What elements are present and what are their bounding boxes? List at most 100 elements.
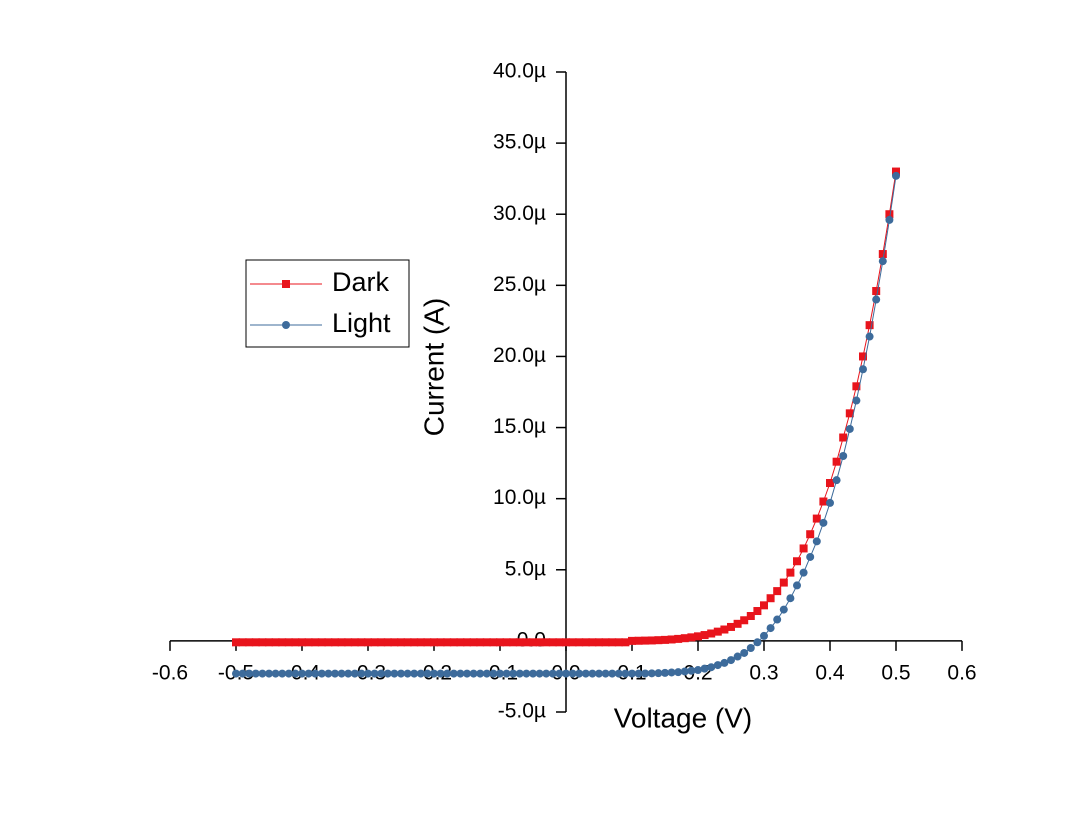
marker	[258, 638, 267, 647]
marker	[449, 638, 458, 647]
marker	[878, 250, 887, 259]
marker	[390, 669, 399, 678]
marker	[773, 615, 782, 624]
marker	[832, 476, 841, 485]
marker	[430, 669, 438, 678]
marker	[707, 663, 716, 672]
marker	[548, 638, 557, 647]
marker	[476, 669, 485, 678]
legend-marker	[282, 280, 290, 288]
marker	[410, 638, 419, 647]
marker	[278, 669, 287, 678]
marker	[555, 638, 564, 647]
marker	[839, 452, 848, 460]
marker	[291, 638, 300, 647]
marker	[766, 594, 775, 603]
marker	[258, 669, 267, 678]
x-axis-label: Voltage (V)	[614, 702, 753, 733]
marker	[271, 669, 280, 678]
marker	[845, 409, 854, 418]
marker	[680, 667, 689, 676]
marker	[436, 669, 445, 678]
marker	[482, 638, 491, 647]
marker	[496, 669, 504, 678]
marker	[634, 669, 643, 678]
marker	[621, 669, 630, 678]
marker	[535, 638, 544, 647]
marker	[298, 669, 306, 678]
marker	[350, 669, 359, 678]
marker	[271, 638, 280, 647]
x-tick-label: 0.3	[749, 661, 778, 684]
marker	[350, 638, 359, 647]
marker	[892, 171, 900, 180]
y-tick-label: 10.0µ	[493, 486, 546, 509]
marker	[489, 669, 498, 678]
marker	[595, 638, 603, 647]
marker	[865, 332, 874, 341]
marker	[753, 607, 762, 616]
marker	[324, 638, 333, 647]
marker	[694, 632, 702, 641]
marker	[344, 638, 353, 647]
marker	[845, 424, 854, 433]
marker	[522, 638, 531, 647]
marker	[575, 669, 584, 678]
marker	[443, 638, 452, 647]
legend-label: Dark	[332, 267, 390, 297]
y-axis-label: Current (A)	[418, 298, 449, 436]
marker	[284, 669, 293, 678]
marker	[654, 669, 663, 678]
x-tick-label: 0.6	[947, 661, 976, 684]
marker	[608, 669, 617, 678]
marker	[812, 514, 821, 523]
marker	[489, 638, 498, 647]
marker	[403, 669, 412, 678]
marker	[548, 669, 557, 678]
marker	[872, 295, 881, 304]
marker	[713, 661, 722, 670]
marker	[641, 636, 650, 645]
y-tick-label: 35.0µ	[493, 131, 546, 154]
y-tick-label: 30.0µ	[493, 202, 546, 225]
marker	[614, 669, 623, 678]
marker	[251, 669, 260, 678]
marker	[634, 636, 643, 645]
marker	[423, 669, 432, 678]
marker	[463, 669, 471, 678]
marker	[832, 457, 841, 466]
marker	[588, 669, 597, 678]
marker	[265, 638, 273, 647]
marker	[727, 622, 735, 631]
marker	[859, 352, 867, 361]
marker	[859, 365, 867, 374]
marker	[430, 638, 438, 647]
marker	[311, 669, 320, 678]
marker	[331, 669, 339, 678]
marker	[687, 666, 696, 675]
y-tick-label: 25.0µ	[493, 273, 546, 296]
marker	[331, 638, 339, 647]
marker	[304, 638, 313, 647]
marker	[779, 578, 788, 587]
marker	[700, 631, 709, 640]
marker	[707, 629, 716, 638]
x-tick-label: 0.5	[881, 661, 910, 684]
marker	[878, 257, 887, 266]
marker	[456, 638, 465, 647]
marker	[370, 638, 379, 647]
marker	[733, 619, 742, 628]
marker	[581, 638, 590, 647]
marker	[542, 669, 551, 678]
marker	[647, 636, 656, 645]
marker	[357, 669, 366, 678]
marker	[601, 638, 610, 647]
marker	[595, 669, 603, 678]
marker	[232, 669, 240, 678]
marker	[760, 631, 768, 640]
marker	[720, 658, 729, 667]
marker	[641, 669, 650, 678]
marker	[324, 669, 333, 678]
marker	[746, 644, 755, 652]
